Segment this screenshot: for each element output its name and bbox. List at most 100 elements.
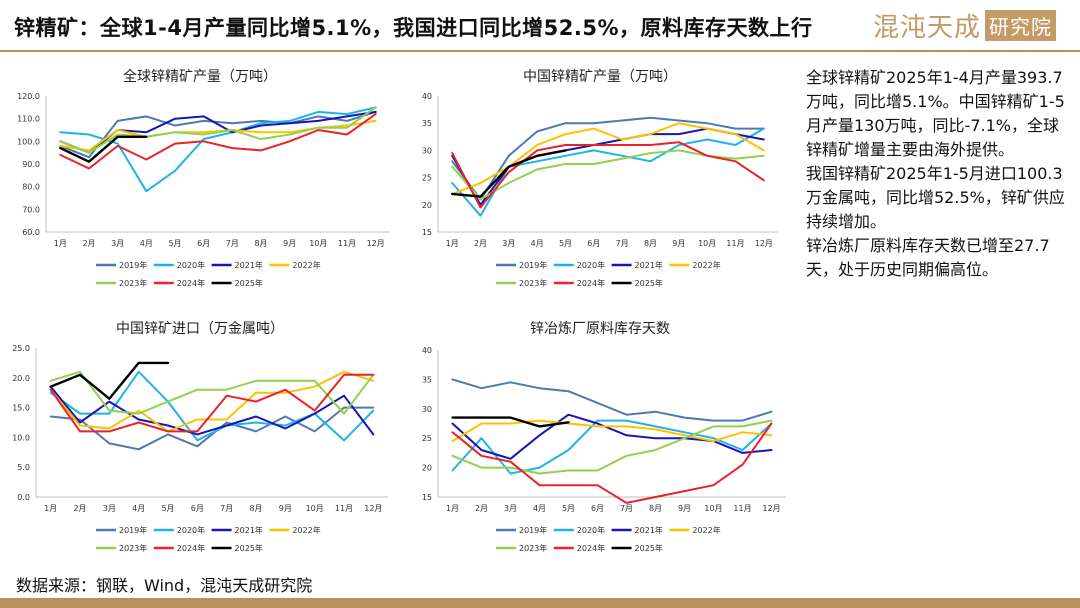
chart-title: 锌冶炼厂原料库存天数 [530, 321, 670, 337]
logo-box: 研究院 [985, 9, 1056, 41]
header: 锌精矿：全球1-4月产量同比增5.1%，我国进口同比增52.5%，原料库存天数上… [0, 0, 1080, 52]
y-tick-label: 25 [422, 434, 432, 443]
x-tick-label: 6月 [191, 504, 204, 513]
y-tick-label: 15.0 [12, 404, 30, 413]
x-tick-label: 12月 [364, 504, 382, 513]
x-tick-label: 1月 [446, 504, 459, 513]
x-tick-label: 1月 [446, 239, 459, 248]
x-tick-label: 4月 [140, 239, 153, 248]
x-tick-label: 11月 [733, 504, 751, 513]
legend-label: 2023年 [519, 278, 547, 288]
x-tick-label: 1月 [54, 239, 67, 248]
series-line-1 [451, 378, 773, 422]
chart-title: 中国锌精矿产量（万吨） [523, 69, 677, 85]
chart-svg: 15 20 25 30 35 40 1月 2月 3月 4月 5月 6月 7月 8月 9月 10月 11月 12月 2… [422, 346, 786, 553]
page-title: 锌精矿：全球1-4月产量同比增5.1%，我国进口同比增52.5%，原料库存天数上… [14, 16, 813, 40]
series-line-3 [451, 413, 773, 460]
legend-label: 2020年 [177, 260, 205, 270]
x-tick-label: 9月 [678, 504, 691, 513]
series-line-4 [451, 419, 773, 443]
x-tick-label: 2月 [475, 504, 488, 513]
legend-label: 2024年 [577, 543, 605, 553]
legend-label: 2019年 [119, 525, 147, 535]
x-tick-label: 3月 [502, 239, 515, 248]
logo: 混沌天成 研究院 [873, 9, 1056, 43]
x-tick-label: 12月 [367, 239, 385, 248]
chart-title: 全球锌精矿产量（万吨） [123, 69, 277, 85]
x-tick-label: 3月 [111, 239, 124, 248]
x-tick-label: 2月 [474, 239, 487, 248]
series-line-6 [451, 141, 765, 209]
series-line-5 [451, 419, 773, 475]
x-tick-label: 8月 [249, 504, 262, 513]
y-tick-label: 40 [422, 92, 432, 101]
legend-label: 2024年 [577, 278, 605, 288]
x-tick-label: 10月 [704, 504, 722, 513]
legend-label: 2019年 [519, 525, 547, 535]
x-tick-label: 5月 [161, 504, 174, 513]
series-line-7 [451, 416, 570, 428]
y-tick-label: 15 [422, 493, 432, 502]
legend-label: 2023年 [119, 278, 147, 288]
series-line-3 [451, 127, 765, 206]
x-tick-label: 5月 [168, 239, 181, 248]
chart-3: 中国锌矿进口（万金属吨） 0.0 5.0 10.0 15.0 20.0 25.0 1月 2月 3月… [0, 308, 400, 566]
y-tick-label: 20 [422, 464, 432, 473]
legend-label: 2021年 [235, 525, 263, 535]
chart-4: 锌冶炼厂原料库存天数 15 20 25 30 35 40 1月 2月 3月 4月 5月 6月 7月 8月 9月… [400, 308, 800, 566]
x-tick-label: 12月 [762, 504, 780, 513]
x-tick-label: 7月 [226, 239, 239, 248]
legend-label: 2025年 [235, 543, 263, 553]
legend-label: 2023年 [119, 543, 147, 553]
series-line-6 [59, 113, 377, 170]
legend-label: 2025年 [635, 278, 663, 288]
x-tick-label: 11月 [335, 504, 353, 513]
y-tick-label: 100.0 [17, 137, 40, 146]
legend-label: 2022年 [292, 260, 320, 270]
series-line-6 [49, 373, 375, 433]
chart-title: 中国锌矿进口（万金属吨） [116, 321, 284, 337]
legend-label: 2024年 [177, 543, 205, 553]
legend-label: 2020年 [577, 525, 605, 535]
x-tick-label: 4月 [533, 504, 546, 513]
x-tick-label: 6月 [591, 504, 604, 513]
x-tick-label: 2月 [73, 504, 86, 513]
x-tick-label: 10月 [309, 239, 327, 248]
series-line-7 [49, 361, 170, 400]
legend-label: 2023年 [519, 543, 547, 553]
legend-label: 2021年 [635, 260, 663, 270]
series-line-1 [49, 406, 375, 451]
x-tick-label: 6月 [587, 239, 600, 248]
y-tick-label: 20.0 [12, 374, 30, 383]
x-tick-label: 2月 [82, 239, 95, 248]
series-line-5 [59, 106, 377, 154]
y-tick-label: 20 [422, 201, 432, 210]
x-tick-label: 3月 [103, 504, 116, 513]
chart-svg: 0.0 5.0 10.0 15.0 20.0 25.0 1月 2月 3月 4月 5月 6月 7月 8月 9月… [12, 344, 388, 553]
y-tick-label: 30 [422, 405, 432, 414]
x-tick-label: 5月 [559, 239, 572, 248]
legend-label: 2020年 [577, 260, 605, 270]
y-tick-label: 110.0 [17, 115, 40, 124]
legend-label: 2019年 [519, 260, 547, 270]
x-tick-label: 11月 [338, 239, 356, 248]
x-tick-label: 9月 [279, 504, 292, 513]
commentary-inventory: 锌冶炼厂原料库存天数已增至27.7天，处于历史同期偏高位。 [806, 236, 1050, 279]
legend-label: 2022年 [692, 525, 720, 535]
chart-1: 全球锌精矿产量（万吨） 60.0 70.0 80.0 90.0 100.0 110.0 120… [0, 56, 400, 306]
chart-svg: 15 20 25 30 35 40 1月 2月 3月 4月 5月 6月 7月 8月 9月 10月 11月 12月 2… [422, 92, 778, 288]
series-line-5 [49, 370, 375, 415]
y-tick-label: 30 [422, 146, 432, 155]
y-tick-label: 15 [422, 228, 432, 237]
y-tick-label: 80.0 [22, 183, 40, 192]
legend-label: 2025年 [235, 278, 263, 288]
legend-label: 2024年 [177, 278, 205, 288]
legend-label: 2019年 [119, 260, 147, 270]
chart-svg: 60.0 70.0 80.0 90.0 100.0 110.0 120.0 1月 2月 3月 4月 5… [17, 92, 390, 288]
legend-label: 2021年 [635, 525, 663, 535]
legend-label: 2022年 [692, 260, 720, 270]
x-tick-label: 12月 [755, 239, 773, 248]
commentary-import: 我国锌精矿2025年1-5月进口100.3万金属吨，同比增52.5%，锌矿供应持… [806, 164, 1065, 231]
y-tick-label: 35 [422, 119, 432, 128]
y-tick-label: 120.0 [17, 92, 40, 101]
